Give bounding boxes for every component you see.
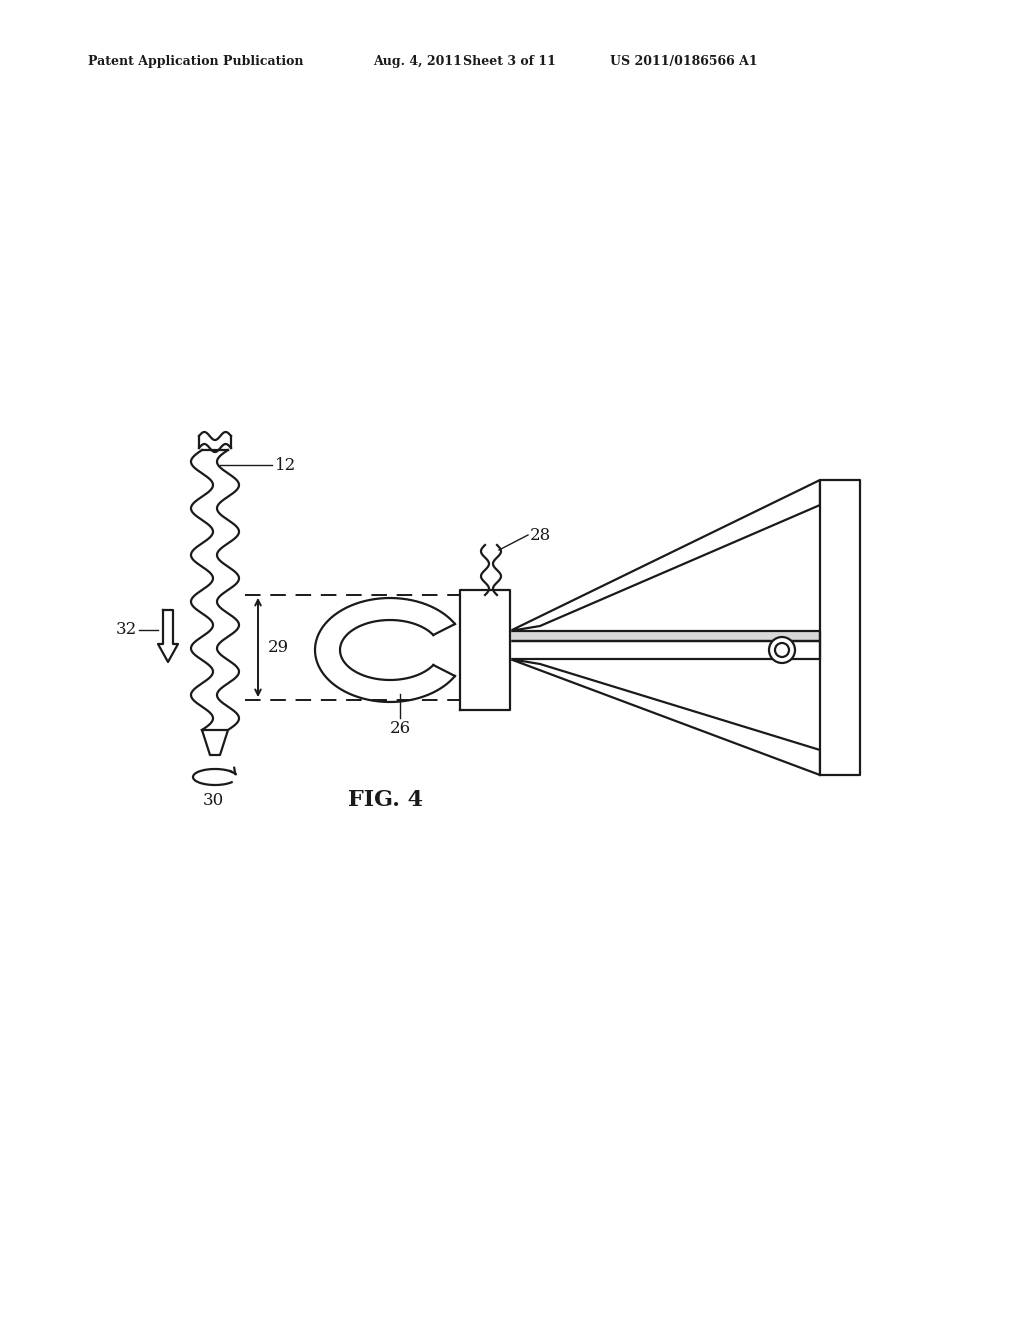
Text: 29: 29 (268, 639, 289, 656)
Text: Patent Application Publication: Patent Application Publication (88, 55, 303, 69)
Polygon shape (158, 610, 178, 663)
Polygon shape (490, 631, 820, 642)
Text: 28: 28 (530, 527, 551, 544)
Circle shape (769, 638, 795, 663)
Polygon shape (510, 480, 820, 631)
Text: FIG. 4: FIG. 4 (347, 789, 423, 810)
Text: 32: 32 (116, 622, 137, 639)
Circle shape (775, 643, 790, 657)
Polygon shape (202, 730, 228, 755)
Polygon shape (490, 642, 820, 659)
Polygon shape (820, 480, 860, 775)
Text: 12: 12 (275, 457, 296, 474)
Polygon shape (460, 590, 510, 710)
Text: 26: 26 (389, 719, 411, 737)
Text: Aug. 4, 2011: Aug. 4, 2011 (373, 55, 462, 69)
Text: US 2011/0186566 A1: US 2011/0186566 A1 (610, 55, 758, 69)
Text: Sheet 3 of 11: Sheet 3 of 11 (463, 55, 556, 69)
Polygon shape (510, 659, 820, 775)
Text: 30: 30 (203, 792, 223, 809)
